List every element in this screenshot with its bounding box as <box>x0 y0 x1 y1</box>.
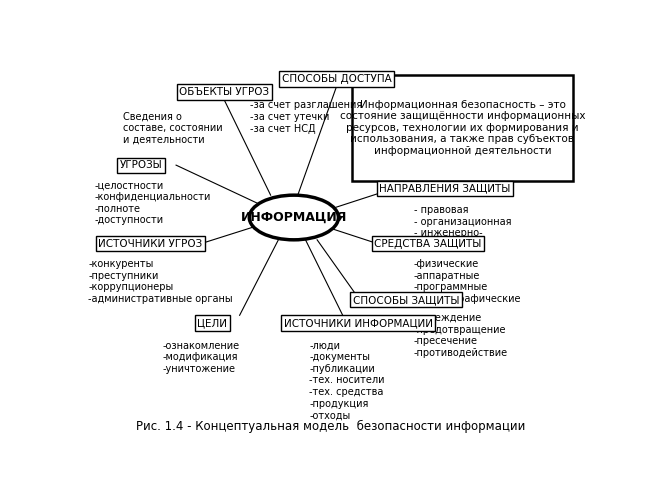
Text: -ознакомление
-модификация
-уничтожение: -ознакомление -модификация -уничтожение <box>162 340 239 374</box>
Text: СРЕДСТВА ЗАЩИТЫ: СРЕДСТВА ЗАЩИТЫ <box>374 239 482 248</box>
Text: ОБЪЕКТЫ УГРОЗ: ОБЪЕКТЫ УГРОЗ <box>179 87 269 97</box>
Text: Информационная безопасность – это
состояние защищённости информационных
ресурсов: Информационная безопасность – это состоя… <box>340 99 585 156</box>
Text: НАПРАВЛЕНИЯ ЗАЩИТЫ: НАПРАВЛЕНИЯ ЗАЩИТЫ <box>379 183 511 193</box>
Text: СПОСОБЫ ЗАЩИТЫ: СПОСОБЫ ЗАЩИТЫ <box>353 295 459 305</box>
Text: -конкуренты
-преступники
-коррупционеры
-административные органы: -конкуренты -преступники -коррупционеры … <box>89 259 233 304</box>
Text: - правовая
- организационная
- инженерно-
  техническая: - правовая - организационная - инженерно… <box>414 205 512 250</box>
Text: -физические
-аппаратные
-программные
-криптографические: -физические -аппаратные -программные -кр… <box>414 259 521 304</box>
Text: ИНФОРМАЦИЯ: ИНФОРМАЦИЯ <box>241 211 347 224</box>
Text: -за счет разглашения
-за счет утечки
-за счет НСД: -за счет разглашения -за счет утечки -за… <box>250 100 362 134</box>
Text: ЦЕЛИ: ЦЕЛИ <box>198 318 227 328</box>
Text: -целостности
-конфиденциальности
-полноте
-доступности: -целостности -конфиденциальности -полнот… <box>95 180 211 225</box>
Text: Рис. 1.4 - Концептуальная модель  безопасности информации: Рис. 1.4 - Концептуальная модель безопас… <box>136 420 526 433</box>
Text: ИСТОЧНИКИ УГРОЗ: ИСТОЧНИКИ УГРОЗ <box>98 239 203 248</box>
Text: УГРОЗЫ: УГРОЗЫ <box>120 160 163 170</box>
FancyBboxPatch shape <box>352 75 573 180</box>
Text: СПОСОБЫ ДОСТУПА: СПОСОБЫ ДОСТУПА <box>282 74 391 84</box>
Text: Сведения о
составе, состоянии
и деятельности: Сведения о составе, состоянии и деятельн… <box>123 111 223 145</box>
Text: -упреждение
-предотвращение
-пресечение
-противодействие: -упреждение -предотвращение -пресечение … <box>414 313 508 358</box>
Text: ИСТОЧНИКИ ИНФОРМАЦИИ: ИСТОЧНИКИ ИНФОРМАЦИИ <box>284 318 433 328</box>
Text: -люди
-документы
-публикации
-тех. носители
-тех. средства
-продукция
-отходы: -люди -документы -публикации -тех. носит… <box>309 340 385 420</box>
Ellipse shape <box>249 195 339 240</box>
